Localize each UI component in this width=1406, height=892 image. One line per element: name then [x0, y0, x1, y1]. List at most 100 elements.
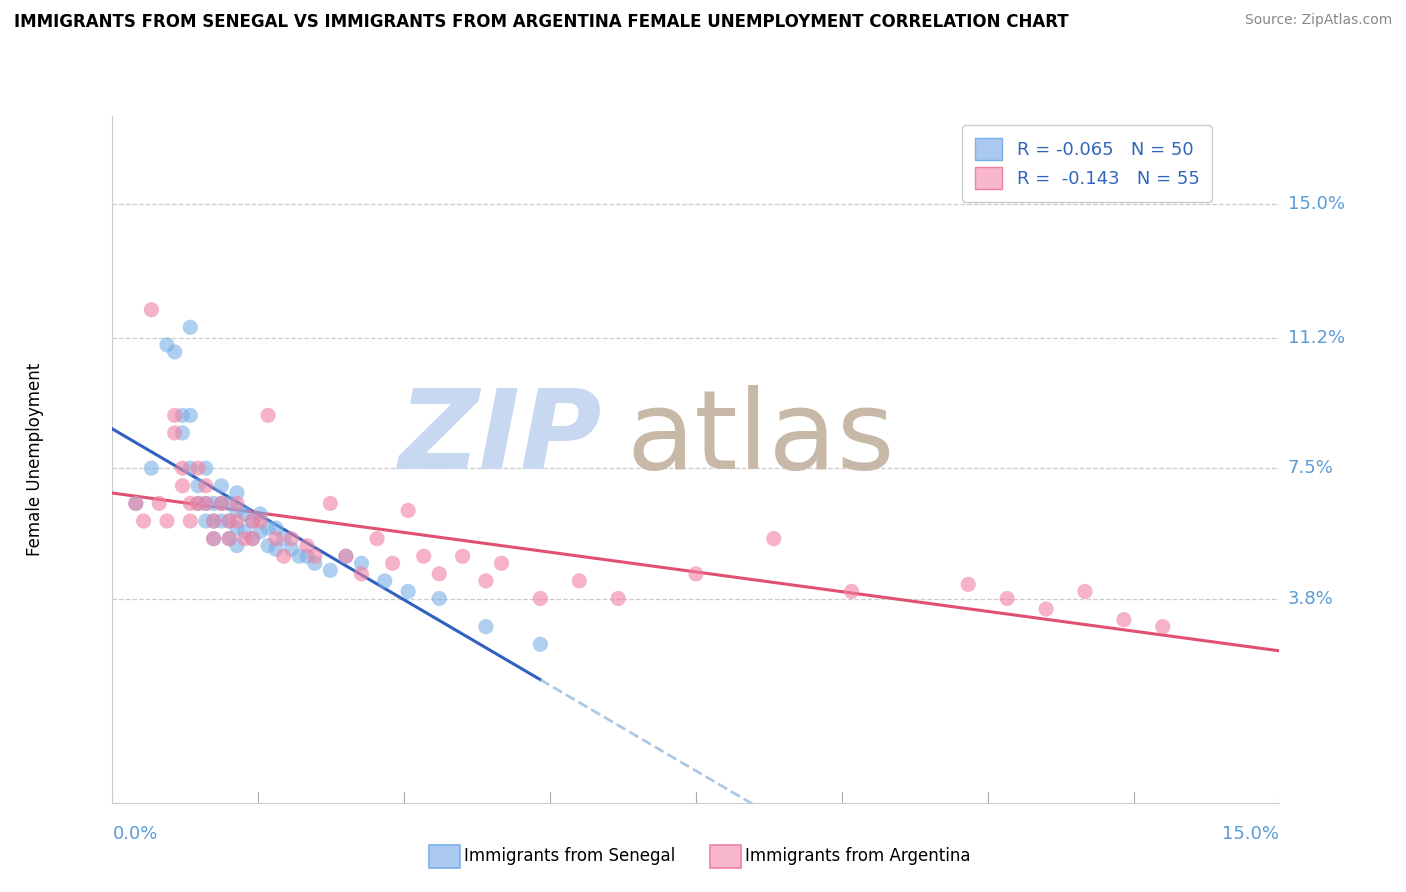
Point	[218, 532, 240, 546]
Point	[209, 496, 232, 510]
Point	[451, 549, 474, 564]
Point	[995, 591, 1018, 606]
Point	[218, 514, 240, 528]
Point	[1152, 620, 1174, 634]
Point	[242, 514, 264, 528]
Point	[194, 479, 217, 493]
Point	[350, 566, 373, 581]
Point	[194, 514, 217, 528]
Point	[125, 496, 148, 510]
Point	[187, 479, 209, 493]
Point	[218, 514, 240, 528]
Point	[141, 302, 163, 317]
Point	[202, 514, 225, 528]
Point	[202, 496, 225, 510]
Point	[280, 542, 302, 557]
Point	[226, 521, 249, 535]
Point	[475, 574, 498, 588]
Legend: R = -0.065   N = 50, R =  -0.143   N = 55: R = -0.065 N = 50, R = -0.143 N = 55	[962, 125, 1212, 202]
Point	[242, 514, 264, 528]
Point	[257, 539, 280, 553]
Point	[491, 556, 513, 570]
Text: Immigrants from Senegal: Immigrants from Senegal	[464, 847, 675, 865]
Point	[179, 496, 201, 510]
Point	[202, 514, 225, 528]
Point	[412, 549, 434, 564]
Text: 7.5%: 7.5%	[1288, 459, 1334, 477]
Point	[273, 532, 295, 546]
Text: Immigrants from Argentina: Immigrants from Argentina	[745, 847, 970, 865]
Point	[194, 496, 217, 510]
Point	[957, 577, 980, 591]
Point	[226, 539, 249, 553]
Point	[319, 496, 342, 510]
Point	[381, 556, 404, 570]
Point	[194, 496, 217, 510]
Point	[374, 574, 396, 588]
Point	[209, 479, 232, 493]
Text: Source: ZipAtlas.com: Source: ZipAtlas.com	[1244, 13, 1392, 28]
Point	[148, 496, 170, 510]
Point	[141, 461, 163, 475]
Point	[264, 521, 287, 535]
Point	[233, 507, 256, 521]
Point	[163, 345, 186, 359]
Point	[187, 496, 209, 510]
Point	[304, 549, 326, 564]
Text: 3.8%: 3.8%	[1288, 590, 1334, 607]
Point	[529, 637, 551, 651]
Point	[295, 549, 318, 564]
Point	[607, 591, 630, 606]
Point	[218, 496, 240, 510]
Text: 15.0%: 15.0%	[1222, 825, 1279, 843]
Point	[257, 409, 280, 423]
Text: atlas: atlas	[626, 385, 894, 492]
Point	[295, 539, 318, 553]
Point	[1035, 602, 1057, 616]
Point	[209, 496, 232, 510]
Point	[249, 524, 271, 539]
Point	[427, 566, 450, 581]
Point	[226, 514, 249, 528]
Point	[226, 503, 249, 517]
Point	[304, 556, 326, 570]
Point	[226, 486, 249, 500]
Point	[242, 532, 264, 546]
Point	[568, 574, 591, 588]
Point	[179, 320, 201, 334]
Point	[288, 549, 311, 564]
Point	[366, 532, 388, 546]
Point	[475, 620, 498, 634]
Point	[163, 409, 186, 423]
Point	[156, 338, 179, 352]
Point	[427, 591, 450, 606]
Point	[156, 514, 179, 528]
Text: 0.0%: 0.0%	[112, 825, 157, 843]
Point	[172, 461, 194, 475]
Point	[172, 425, 194, 440]
Point	[264, 542, 287, 557]
Text: ZIP: ZIP	[399, 385, 603, 492]
Point	[179, 514, 201, 528]
Point	[396, 584, 419, 599]
Text: IMMIGRANTS FROM SENEGAL VS IMMIGRANTS FROM ARGENTINA FEMALE UNEMPLOYMENT CORRELA: IMMIGRANTS FROM SENEGAL VS IMMIGRANTS FR…	[14, 13, 1069, 31]
Point	[194, 461, 217, 475]
Point	[202, 532, 225, 546]
Point	[350, 556, 373, 570]
Point	[233, 524, 256, 539]
Point	[249, 514, 271, 528]
Point	[172, 479, 194, 493]
Point	[841, 584, 863, 599]
Point	[280, 532, 302, 546]
Point	[242, 532, 264, 546]
Point	[319, 563, 342, 577]
Point	[187, 461, 209, 475]
Point	[762, 532, 785, 546]
Point	[685, 566, 707, 581]
Point	[1074, 584, 1097, 599]
Text: 15.0%: 15.0%	[1288, 195, 1346, 213]
Point	[335, 549, 357, 564]
Point	[179, 409, 201, 423]
Point	[396, 503, 419, 517]
Point	[179, 461, 201, 475]
